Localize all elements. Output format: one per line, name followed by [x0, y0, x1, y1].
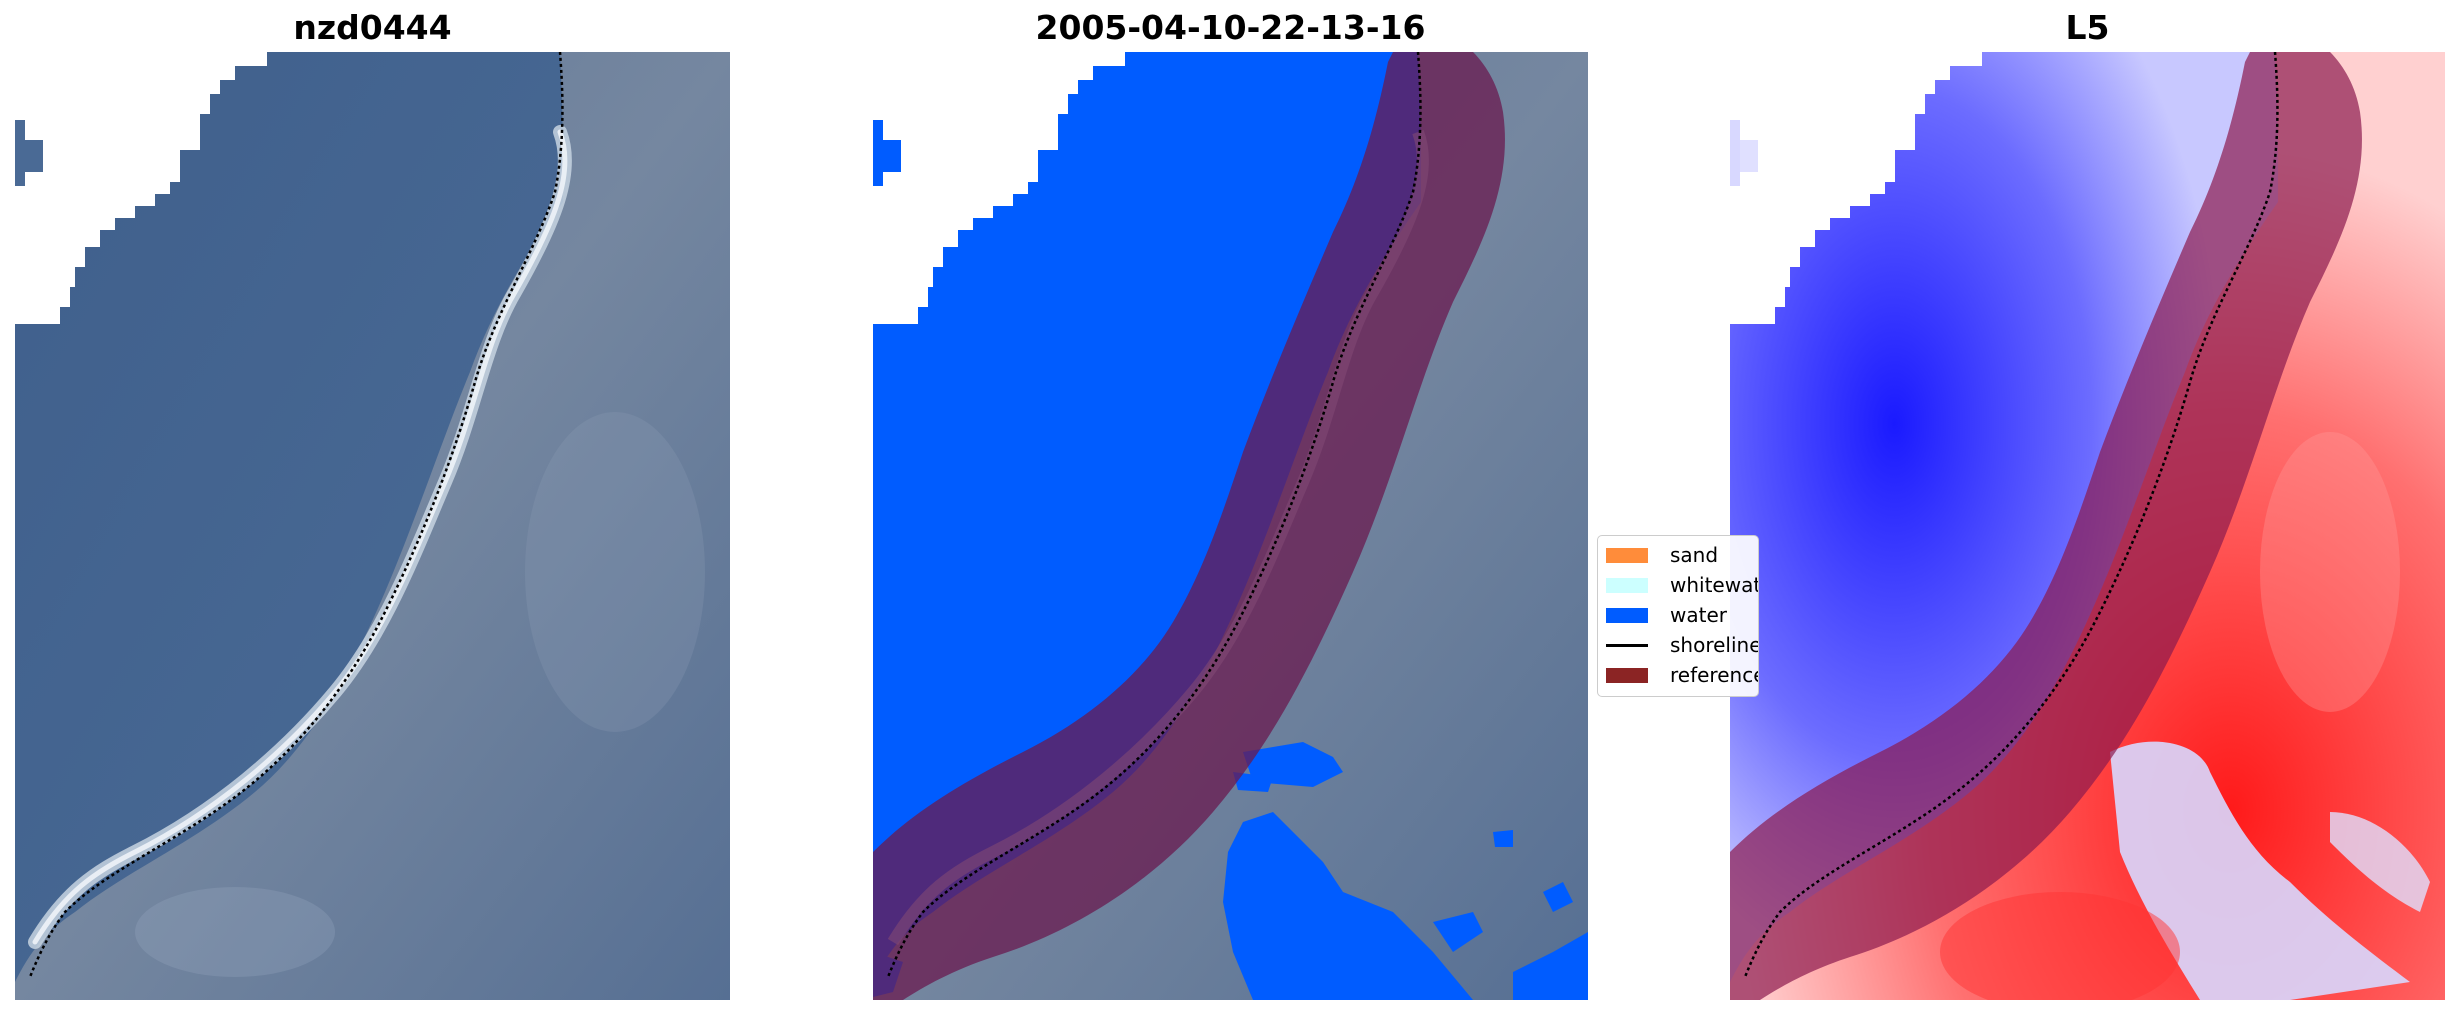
classified-image	[873, 52, 1588, 1000]
index-map	[1730, 52, 2445, 1000]
legend-label-water: water	[1670, 603, 1727, 627]
legend-line-shoreline	[1606, 643, 1648, 647]
panel-title-classified: 2005-04-10-22-13-16	[1035, 8, 1426, 47]
legend-label-shoreline: shoreline	[1670, 633, 1759, 657]
classified-image-panel	[873, 52, 1588, 1000]
panel-title-rgb: nzd0444	[293, 8, 452, 47]
legend-label-whitewater: whitewater	[1670, 573, 1758, 597]
legend: sand whitewater water shoreline referenc…	[1597, 535, 1759, 697]
legend-item-reference-buffer: reference shoreline buffer	[1606, 662, 1759, 688]
legend-item-whitewater: whitewater	[1606, 572, 1758, 598]
legend-swatch-whitewater	[1606, 577, 1648, 593]
legend-swatch-sand	[1606, 547, 1648, 563]
legend-label-reference-buffer: reference shoreline buffer	[1670, 663, 1759, 687]
legend-item-shoreline: shoreline	[1606, 632, 1759, 658]
rgb-image-panel	[15, 52, 730, 1000]
rgb-image	[15, 52, 730, 1000]
legend-item-sand: sand	[1606, 542, 1718, 568]
legend-swatch-reference-buffer	[1606, 667, 1648, 683]
legend-label-sand: sand	[1670, 543, 1719, 567]
panel-title-index: L5	[2065, 8, 2110, 47]
index-map-panel	[1730, 52, 2445, 1000]
legend-item-water: water	[1606, 602, 1727, 628]
legend-swatch-water	[1606, 607, 1648, 623]
